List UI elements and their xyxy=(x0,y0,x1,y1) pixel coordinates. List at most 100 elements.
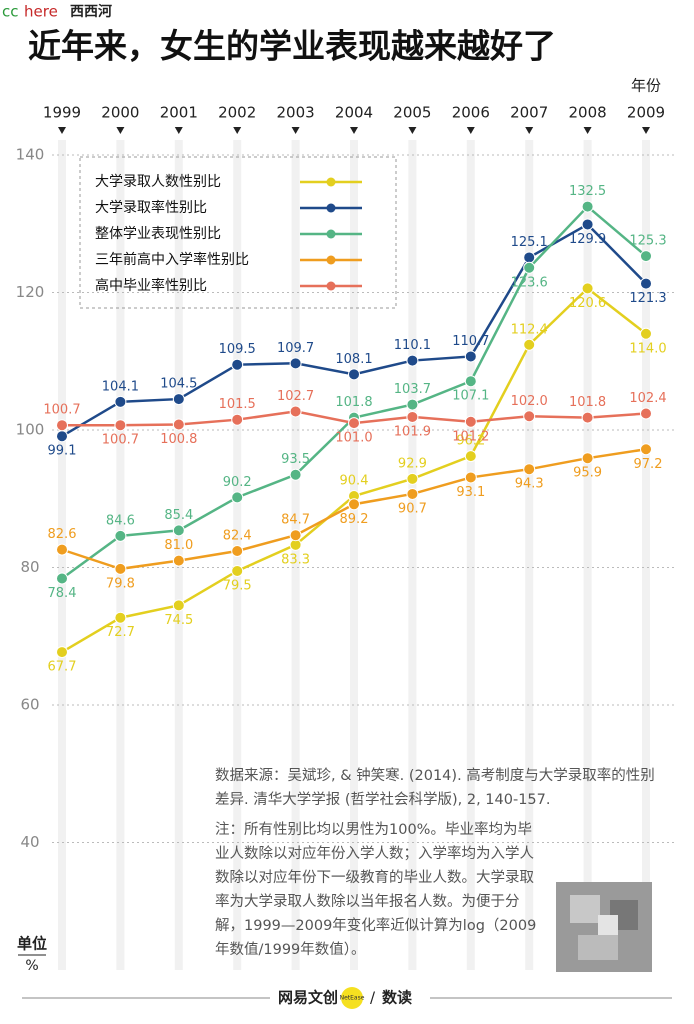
x-tick-label: 2004 xyxy=(335,104,373,122)
unit-label: 单位 xyxy=(17,935,47,953)
footer-brand: 网易文创 xyxy=(278,989,338,1007)
data-label: 108.1 xyxy=(335,352,372,367)
data-point xyxy=(523,338,536,351)
x-tick-label: 1999 xyxy=(43,104,81,122)
data-point xyxy=(172,393,185,406)
watermark-cc: cc xyxy=(2,3,19,21)
x-tick-label: 2008 xyxy=(569,104,607,122)
data-point xyxy=(406,472,419,485)
data-point xyxy=(172,599,185,612)
data-label: 102.0 xyxy=(511,394,548,409)
data-point xyxy=(231,545,244,557)
data-label: 125.3 xyxy=(629,234,666,249)
data-point xyxy=(114,562,127,575)
data-point xyxy=(231,413,244,426)
data-point xyxy=(581,411,594,424)
year-stripe xyxy=(408,140,417,970)
data-point xyxy=(348,498,360,511)
data-point xyxy=(406,398,419,411)
data-label: 109.5 xyxy=(219,342,256,357)
data-point xyxy=(464,450,477,463)
x-tick-label: 2001 xyxy=(160,104,198,122)
year-stripe xyxy=(466,140,475,970)
data-label: 132.5 xyxy=(569,184,606,199)
data-point xyxy=(523,410,536,423)
footer-logo: NetEase xyxy=(340,995,365,1002)
x-tick-label: 2000 xyxy=(101,104,139,122)
legend-label: 三年前高中入学率性别比 xyxy=(95,251,249,268)
x-tick-marker xyxy=(174,127,183,134)
data-label: 97.2 xyxy=(634,457,663,472)
watermark-here: here xyxy=(24,3,58,21)
qr-code xyxy=(556,882,652,972)
data-label: 90.2 xyxy=(223,475,252,490)
data-label: 99.1 xyxy=(48,444,77,459)
data-label: 103.7 xyxy=(394,382,431,397)
data-point xyxy=(231,564,244,577)
legend-label: 大学录取率性别比 xyxy=(95,199,207,216)
year-stripe xyxy=(291,140,300,970)
data-label: 123.6 xyxy=(511,275,548,290)
plot: 1999 2000 2001 2002 2003 2004 2005 2006 2007 2008… xyxy=(16,104,675,970)
source-note: 数据来源：吴斌珍, & 钟笑寒. (2014). 高考制度与大学录取率的性别差异… xyxy=(215,768,655,808)
x-tick-marker xyxy=(466,127,475,134)
data-point xyxy=(289,357,302,370)
data-label: 96.2 xyxy=(456,434,485,449)
year-stripe xyxy=(525,140,534,970)
legend-label: 大学录取人数性别比 xyxy=(95,174,221,190)
data-label: 101.2 xyxy=(452,429,489,444)
y-tick-label: 100 xyxy=(16,421,45,439)
data-point xyxy=(56,419,68,432)
x-tick-label: 2006 xyxy=(452,104,490,122)
data-point xyxy=(523,463,536,476)
data-point xyxy=(348,368,360,381)
data-point xyxy=(640,443,652,456)
data-label: 101.9 xyxy=(394,424,431,439)
data-point xyxy=(172,554,185,567)
data-point xyxy=(640,407,652,420)
year-stripe xyxy=(116,140,125,970)
data-point xyxy=(523,261,536,274)
y-tick-label: 60 xyxy=(20,696,39,714)
data-point xyxy=(114,419,127,432)
data-label: 90.7 xyxy=(398,501,427,516)
data-point xyxy=(640,327,652,340)
data-point xyxy=(348,417,360,430)
data-label: 83.3 xyxy=(281,552,310,567)
legend-box xyxy=(79,156,397,309)
data-label: 82.6 xyxy=(48,527,77,542)
x-tick-label: 2009 xyxy=(627,104,665,122)
data-label: 79.5 xyxy=(223,578,252,593)
year-stripe xyxy=(583,140,592,970)
data-label: 110.1 xyxy=(394,338,431,353)
data-point xyxy=(523,251,536,264)
data-label: 93.1 xyxy=(456,485,485,500)
data-label: 67.7 xyxy=(48,660,77,675)
data-label: 100.8 xyxy=(160,432,197,447)
data-point xyxy=(114,395,127,408)
year-stripe xyxy=(642,140,650,970)
legend-marker xyxy=(326,229,336,239)
data-point xyxy=(406,354,419,367)
legend-label: 高中毕业率性别比 xyxy=(95,277,207,294)
data-point xyxy=(464,471,477,484)
data-label: 79.8 xyxy=(106,576,135,591)
footnote: 注：所有性别比均以男性为100%。毕业率均为毕业人数除以对应年份入学人数；入学率… xyxy=(215,822,537,958)
data-label: 94.3 xyxy=(515,477,544,492)
data-point xyxy=(231,358,244,371)
data-point xyxy=(56,572,68,585)
data-label: 112.4 xyxy=(511,322,548,337)
x-axis-label: 年份 xyxy=(631,77,661,95)
data-label: 104.1 xyxy=(102,379,139,394)
data-label: 85.4 xyxy=(164,508,193,523)
y-tick-label: 120 xyxy=(16,283,45,301)
data-label: 89.2 xyxy=(340,512,369,527)
data-label: 107.1 xyxy=(452,389,489,404)
x-tick-marker xyxy=(525,127,534,134)
data-point xyxy=(406,410,419,423)
data-label: 82.4 xyxy=(223,529,252,544)
data-label: 93.5 xyxy=(281,452,310,467)
y-tick-label: 140 xyxy=(16,146,45,164)
data-point xyxy=(114,611,127,624)
